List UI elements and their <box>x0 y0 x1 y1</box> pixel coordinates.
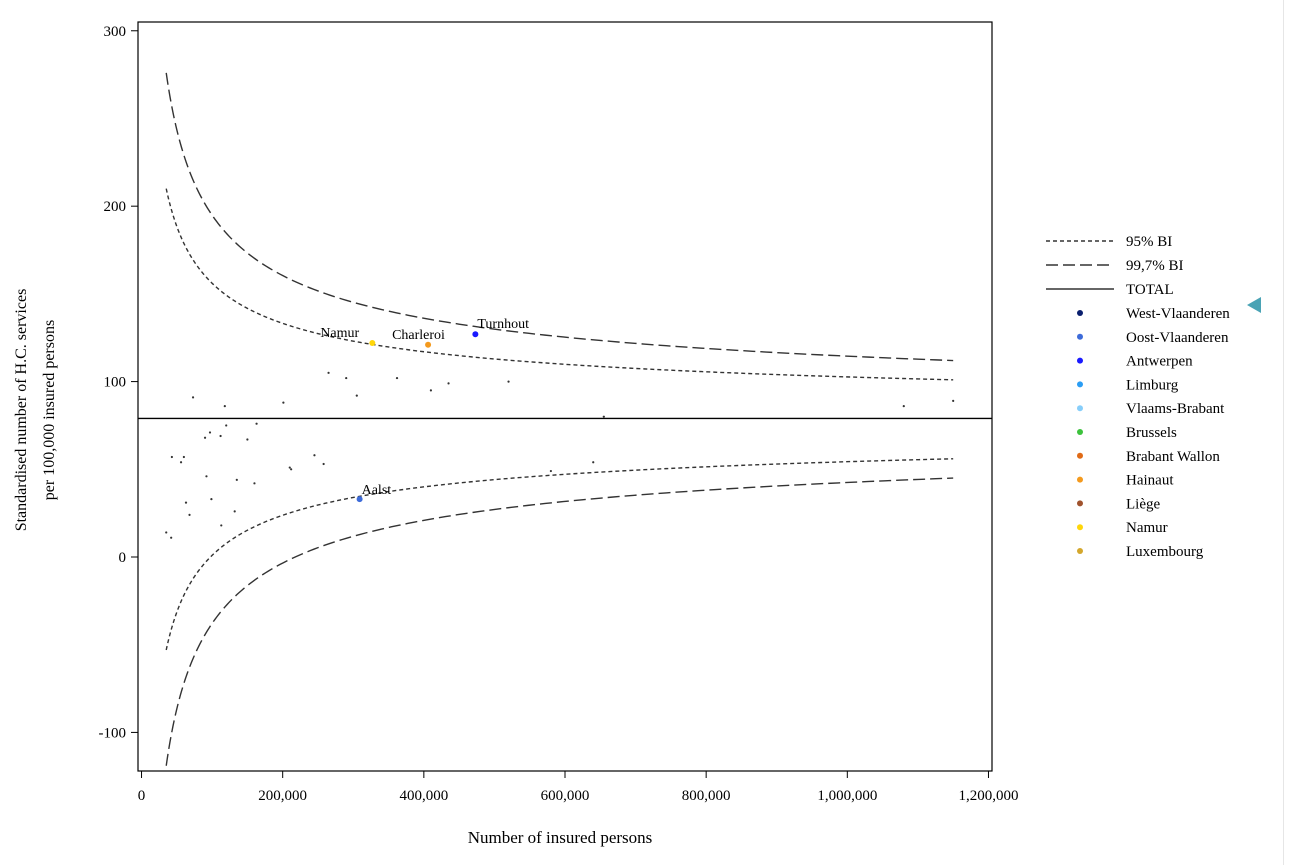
legend-label: Limburg <box>1126 377 1179 393</box>
small-point <box>327 371 330 374</box>
legend-label: Hainaut <box>1126 473 1174 489</box>
small-point <box>182 455 185 459</box>
legend-point-swatch <box>1077 333 1083 340</box>
y-axis-label-line-2: per 100,000 insured persons <box>41 320 58 500</box>
legend-point-swatch <box>1077 548 1083 554</box>
small-point <box>288 466 291 469</box>
legend-label: Brabant Wallon <box>1126 449 1220 465</box>
small-point <box>429 389 433 392</box>
interval-curves <box>138 72 992 766</box>
small-point <box>246 438 249 441</box>
x-tick-label: 1,000,000 <box>817 788 877 804</box>
small-point <box>235 478 238 481</box>
small-point <box>188 513 191 517</box>
small-point <box>322 462 325 466</box>
highlighted-point <box>356 496 363 503</box>
small-point <box>447 382 450 385</box>
small-point <box>165 531 168 534</box>
small-point <box>220 524 223 527</box>
small-point <box>952 399 955 402</box>
legend-label: Liège <box>1126 496 1160 512</box>
ci95-lower-curve <box>165 458 954 651</box>
collapse-arrow-icon[interactable] <box>1247 297 1261 313</box>
legend-point-swatch <box>1077 524 1083 531</box>
legend-label: Luxembourg <box>1126 544 1204 560</box>
legend-label: Oost-Vlaanderen <box>1126 330 1229 346</box>
y-tick-label: 100 <box>104 375 127 391</box>
small-point <box>902 405 905 408</box>
small-point <box>170 455 173 459</box>
point-label: Turnhout <box>477 317 529 332</box>
small-point <box>191 396 195 399</box>
highlighted-point <box>472 331 479 338</box>
small-point <box>184 501 188 504</box>
y-axis: -100 0 100 200 300 <box>99 24 138 741</box>
y-tick-label: 200 <box>104 199 127 215</box>
point-label: Namur <box>320 326 359 341</box>
y-tick-label: -100 <box>99 725 127 741</box>
legend-point-swatch <box>1077 452 1083 459</box>
highlighted-point <box>425 341 432 348</box>
x-axis-label: Number of insured persons <box>468 828 653 847</box>
small-point <box>210 498 213 501</box>
data-points: Namur Charleroi Turnhout Aalst <box>165 317 955 539</box>
legend-label: Vlaams-Brabant <box>1126 401 1225 417</box>
small-point <box>219 434 222 438</box>
x-tick-label: 200,000 <box>258 788 307 804</box>
small-point <box>282 401 285 404</box>
small-point <box>203 436 207 439</box>
legend-label: TOTAL <box>1126 282 1174 298</box>
y-axis-label-line-1: Standardised number of H.C. services <box>13 289 30 532</box>
legend-point-swatch <box>1077 476 1083 483</box>
legend-point-swatch <box>1077 405 1083 412</box>
y-tick-label: 0 <box>119 550 127 566</box>
plot-frame <box>137 21 993 772</box>
small-point <box>507 380 510 383</box>
legend-point-swatch <box>1077 381 1083 388</box>
x-tick-label: 400,000 <box>399 788 448 804</box>
legend-label: Namur <box>1126 520 1168 536</box>
small-point <box>602 415 605 418</box>
ci997-lower-curve <box>165 477 954 766</box>
legend-point-swatch <box>1077 429 1083 435</box>
small-point <box>549 469 552 473</box>
point-label: Aalst <box>362 483 392 498</box>
legend-label: West-Vlaanderen <box>1126 306 1230 322</box>
small-point <box>225 424 228 427</box>
small-point <box>592 461 595 464</box>
small-point <box>223 405 226 408</box>
highlighted-point <box>369 340 376 346</box>
point-label: Charleroi <box>392 328 445 343</box>
small-point <box>313 454 316 457</box>
sidebar-divider <box>1283 0 1284 865</box>
y-tick-label: 300 <box>104 24 127 40</box>
small-point <box>233 510 236 513</box>
small-point <box>170 536 173 539</box>
x-tick-label: 1,200,000 <box>958 788 1018 804</box>
small-point <box>208 431 212 434</box>
x-tick-label: 800,000 <box>682 788 731 804</box>
small-point <box>355 394 358 397</box>
small-point <box>253 482 256 485</box>
x-tick-label: 0 <box>138 788 146 804</box>
legend-label: Antwerpen <box>1126 354 1193 370</box>
ci95-upper-curve <box>165 188 954 381</box>
x-tick-label: 600,000 <box>541 788 590 804</box>
small-point <box>205 475 208 478</box>
legend: 95% BI 99,7% BI TOTAL West-Vlaanderen Oost-V… <box>1046 234 1230 560</box>
legend-label: 95% BI <box>1126 234 1172 250</box>
legend-label: 99,7% BI <box>1126 258 1184 274</box>
legend-label: Brussels <box>1126 425 1177 441</box>
small-point <box>345 376 348 380</box>
ci997-upper-curve <box>165 72 954 362</box>
small-point <box>179 461 183 464</box>
small-point <box>290 468 293 471</box>
x-axis: 0 200,000 400,000 600,000 800,000 1,000,000 1,… <box>138 771 1018 804</box>
legend-point-swatch <box>1077 357 1083 364</box>
small-point <box>255 422 258 425</box>
legend-point-swatch <box>1077 500 1083 507</box>
small-point <box>395 376 399 380</box>
legend-point-swatch <box>1077 310 1083 316</box>
